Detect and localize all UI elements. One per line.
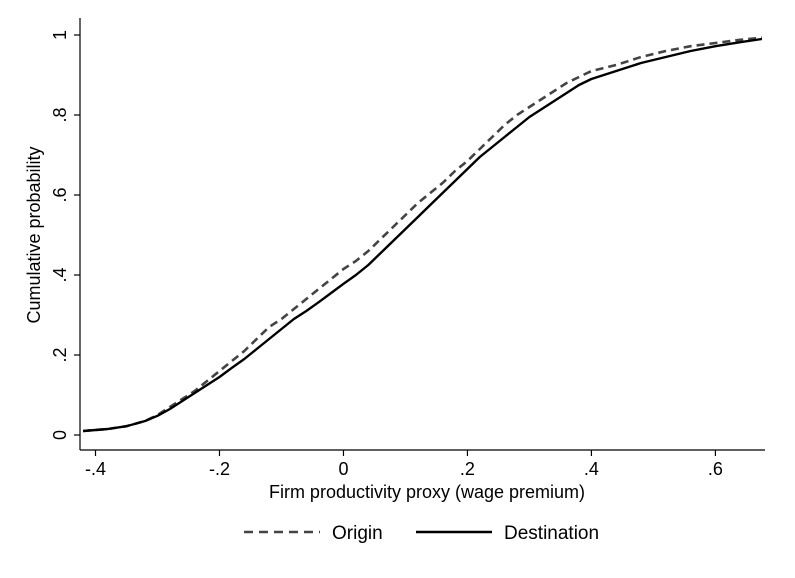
y-tick-label: 1: [50, 30, 70, 40]
legend-destination-label: Destination: [504, 523, 599, 544]
x-tick-label: -.4: [85, 459, 106, 479]
x-tick-label: .6: [708, 459, 723, 479]
y-tick-label: .8: [50, 107, 70, 122]
legend-origin-label: Origin: [332, 523, 383, 544]
series-line-destination: [83, 37, 763, 433]
axes-layer: [79, 18, 765, 451]
legend: Origin Destination: [244, 523, 599, 544]
ticks-layer: -.4 -.2 0 .2 .4 .6 0 .2 .4 .6 .8 1: [50, 30, 723, 479]
x-tick-label: 0: [338, 459, 348, 479]
y-axis-title: Cumulative probability: [24, 146, 44, 323]
y-tick-label: .4: [50, 267, 70, 282]
y-tick-label: .2: [50, 347, 70, 362]
y-tick-label: .6: [50, 187, 70, 202]
x-axis-title: Firm productivity proxy (wage premium): [269, 482, 585, 502]
x-tick-label: .4: [584, 459, 599, 479]
series-line-origin: [82, 36, 763, 433]
x-tick-label: .2: [460, 459, 475, 479]
series-layer: [82, 36, 763, 433]
y-tick-label: 0: [50, 430, 70, 440]
x-tick-label: -.2: [209, 459, 230, 479]
